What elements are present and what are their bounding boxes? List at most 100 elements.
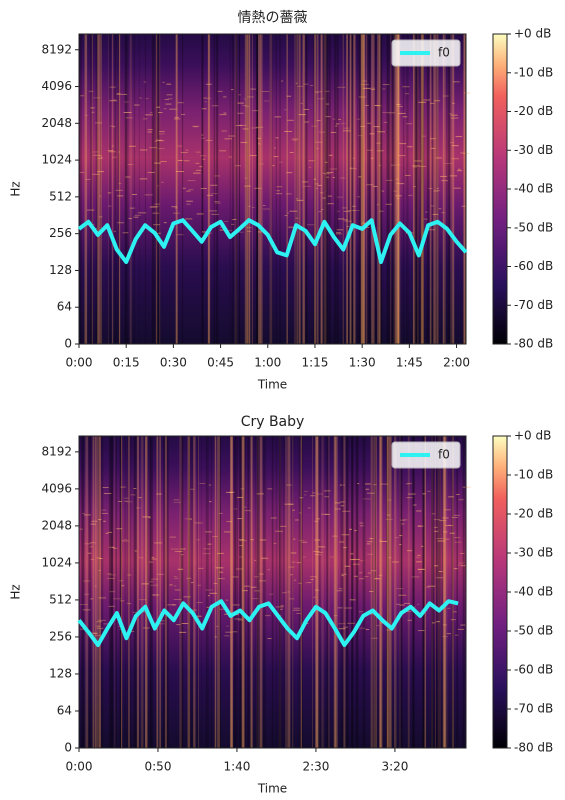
spectrogram-texture xyxy=(346,225,350,227)
spectrogram-texture xyxy=(340,123,346,125)
spectrogram-texture xyxy=(451,34,454,344)
spectrogram-texture xyxy=(129,436,132,748)
spectrogram-texture xyxy=(128,436,130,748)
spectrogram-texture xyxy=(442,34,445,344)
spectrogram-texture xyxy=(173,585,177,587)
spectrogram-texture xyxy=(230,436,233,748)
y-tick-label: 8192 xyxy=(41,444,72,458)
spectrogram-texture xyxy=(129,207,135,209)
spectrogram-texture xyxy=(117,34,121,344)
x-tick-label: 0:00 xyxy=(66,760,93,774)
spectrogram-texture xyxy=(464,34,466,344)
spectrogram-texture xyxy=(140,436,143,748)
spectrogram-texture xyxy=(351,34,354,344)
spectrogram-texture xyxy=(140,149,148,151)
spectrogram-texture xyxy=(322,34,325,344)
spectrogram-texture xyxy=(396,34,399,344)
spectrogram-texture xyxy=(151,558,157,560)
spectrogram-texture xyxy=(417,525,422,527)
spectrogram-texture xyxy=(318,131,326,133)
spectrogram-texture xyxy=(80,95,84,97)
spectrogram-texture xyxy=(385,518,393,520)
spectrogram-texture xyxy=(298,582,302,584)
spectrogram-texture xyxy=(257,137,262,139)
spectrogram-texture xyxy=(317,98,325,100)
spectrogram-texture xyxy=(96,34,99,344)
spectrogram-texture xyxy=(171,206,178,208)
spectrogram-texture xyxy=(316,34,319,344)
spectrogram-texture xyxy=(156,493,162,495)
spectrogram-texture xyxy=(402,116,408,118)
spectrogram-texture xyxy=(371,34,374,344)
spectrogram-texture xyxy=(424,436,427,748)
colorbar-tick-label: -50 dB xyxy=(514,624,553,638)
spectrogram-texture xyxy=(193,172,201,174)
spectrogram-texture xyxy=(111,546,115,548)
spectrogram-texture xyxy=(91,34,93,344)
spectrogram-texture xyxy=(414,160,422,162)
spectrogram-texture xyxy=(219,578,222,580)
spectrogram-texture xyxy=(198,567,204,569)
spectrogram-texture xyxy=(97,157,103,159)
spectrogram-texture xyxy=(193,436,196,748)
spectrogram-texture xyxy=(387,436,389,748)
spectrogram-texture xyxy=(154,203,160,205)
spectrogram-texture xyxy=(237,112,244,114)
spectrogram-texture xyxy=(94,436,97,748)
spectrogram-texture xyxy=(269,593,274,595)
spectrogram-texture xyxy=(333,436,336,748)
spectrogram-texture xyxy=(195,162,200,164)
spectrogram-texture xyxy=(81,436,85,748)
spectrogram-texture xyxy=(183,160,190,162)
spectrogram-texture xyxy=(186,190,191,192)
spectrogram-texture xyxy=(401,436,403,748)
spectrogram-texture xyxy=(149,581,154,583)
spectrogram-texture xyxy=(121,585,125,587)
spectrogram-texture xyxy=(127,436,129,748)
spectrogram-texture xyxy=(202,231,208,233)
spectrogram-texture xyxy=(239,540,247,542)
spectrogram-texture xyxy=(175,207,178,209)
spectrogram-texture xyxy=(320,34,323,344)
spectrogram-texture xyxy=(155,139,163,141)
spectrogram-texture xyxy=(238,539,245,541)
spectrogram-texture xyxy=(406,34,409,344)
spectrogram-texture xyxy=(393,190,398,192)
spectrogram-texture xyxy=(99,34,102,344)
spectrogram-texture xyxy=(316,436,318,748)
spectrogram-texture xyxy=(364,104,369,106)
spectrogram-texture xyxy=(158,436,161,748)
spectrogram-texture xyxy=(456,494,460,496)
spectrogram-texture xyxy=(127,574,132,576)
spectrogram-texture xyxy=(216,34,218,344)
spectrogram-texture xyxy=(461,565,467,567)
spectrogram-texture xyxy=(287,212,290,214)
spectrogram-texture xyxy=(236,436,238,748)
spectrogram-texture xyxy=(338,118,342,120)
spectrogram-texture xyxy=(436,190,441,192)
spectrogram-texture xyxy=(100,157,103,159)
chart-title: 情熱の薔薇 xyxy=(238,10,308,26)
spectrogram-texture xyxy=(207,34,210,344)
spectrogram-texture xyxy=(249,436,251,748)
spectrogram-texture xyxy=(142,611,146,613)
spectrogram-texture xyxy=(151,34,155,344)
y-tick-label: 0 xyxy=(64,337,72,351)
spectrogram-texture xyxy=(399,535,403,537)
spectrogram-texture xyxy=(421,135,426,137)
spectrogram-texture xyxy=(133,436,137,748)
spectrogram-texture xyxy=(124,101,129,103)
spectrogram-texture xyxy=(226,625,229,627)
spectrogram-texture xyxy=(202,97,207,99)
spectrogram-texture xyxy=(340,177,345,179)
spectrogram-texture xyxy=(456,436,458,748)
spectrogram-texture xyxy=(272,165,275,167)
spectrogram-texture xyxy=(288,226,297,228)
spectrogram-texture xyxy=(445,525,453,527)
spectrogram-texture xyxy=(124,538,127,540)
spectrogram-texture xyxy=(237,102,244,104)
spectrogram-texture xyxy=(433,526,438,528)
spectrogram-texture xyxy=(313,551,320,553)
spectrogram-texture xyxy=(190,436,194,748)
